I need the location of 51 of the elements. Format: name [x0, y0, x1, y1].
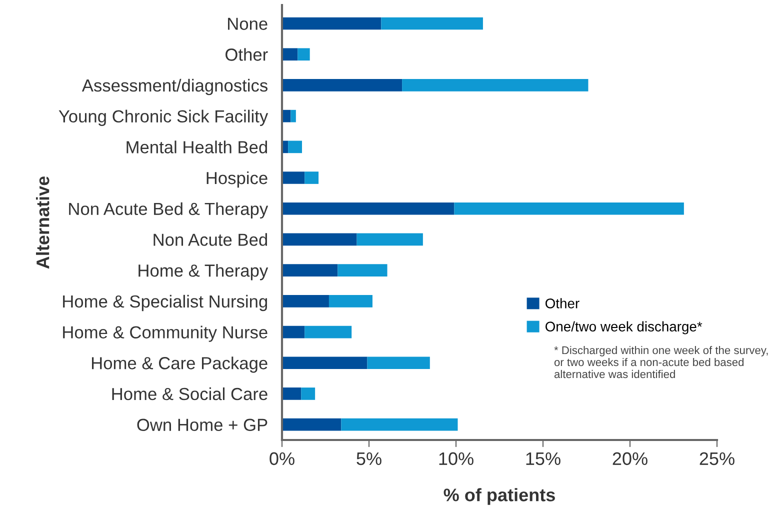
- y-tick-label: Hospice: [206, 171, 268, 188]
- x-tick-label: 0%: [270, 452, 294, 466]
- bar: [282, 356, 368, 370]
- y-tick-label: Home & Community Nurse: [63, 326, 268, 342]
- bar: [282, 326, 305, 338]
- y-tick-label: Assessment/diagnostics: [82, 78, 268, 96]
- bar: [402, 79, 588, 92]
- x-tick-label: 20%: [612, 452, 648, 466]
- x-tick-label: 10%: [439, 452, 474, 466]
- bar: [282, 418, 342, 431]
- bar: [282, 202, 454, 215]
- bar: [288, 140, 302, 154]
- bar: [304, 326, 352, 338]
- x-tick-label: 25%: [700, 452, 734, 466]
- legend-label: Other: [546, 298, 580, 308]
- x-axis-title: % of patients: [444, 488, 555, 505]
- y-tick-label: Non Acute Bed: [154, 233, 267, 246]
- bar: [282, 233, 357, 246]
- y-tick-label: Home & Care Package: [92, 356, 268, 373]
- y-tick-label: None: [228, 18, 268, 30]
- bar: [282, 79, 402, 92]
- bar: [282, 295, 329, 308]
- bar: [367, 356, 430, 370]
- bar: [341, 418, 458, 431]
- y-tick-label: Young Chronic Sick Facility: [58, 110, 268, 126]
- y-axis-title: Alternative: [36, 176, 50, 269]
- bar: [298, 48, 310, 61]
- bar: [282, 48, 298, 61]
- y-tick-label: Home & Specialist Nursing: [63, 294, 267, 312]
- bar: [381, 17, 483, 30]
- bar: [290, 110, 296, 122]
- legend-label: One/two week discharge*: [546, 321, 702, 334]
- x-tick-label: 15%: [526, 452, 560, 466]
- bar: [301, 388, 316, 400]
- bar: [282, 388, 302, 400]
- bar: [282, 17, 382, 30]
- bar: [304, 172, 319, 184]
- bar: [328, 295, 372, 308]
- annotation: * Discharged within one week of the survey, or two weeks if a non-acute bed based alternative was identified: [554, 346, 768, 378]
- y-tick-label: Home & Therapy: [138, 264, 268, 280]
- bar: [282, 172, 305, 184]
- x-tick-label: 5%: [356, 452, 382, 466]
- y-tick-label: Mental Health Bed: [126, 140, 267, 154]
- y-tick-label: Other: [226, 48, 268, 61]
- bar: [454, 202, 684, 215]
- bar: [282, 264, 338, 276]
- y-tick-label: Non Acute Bed & Therapy: [69, 202, 268, 219]
- y-tick-label: Own Home + GP: [137, 418, 268, 432]
- y-tick-label: Home & Social Care: [112, 387, 268, 400]
- bar: [338, 264, 388, 276]
- bar: [356, 233, 423, 246]
